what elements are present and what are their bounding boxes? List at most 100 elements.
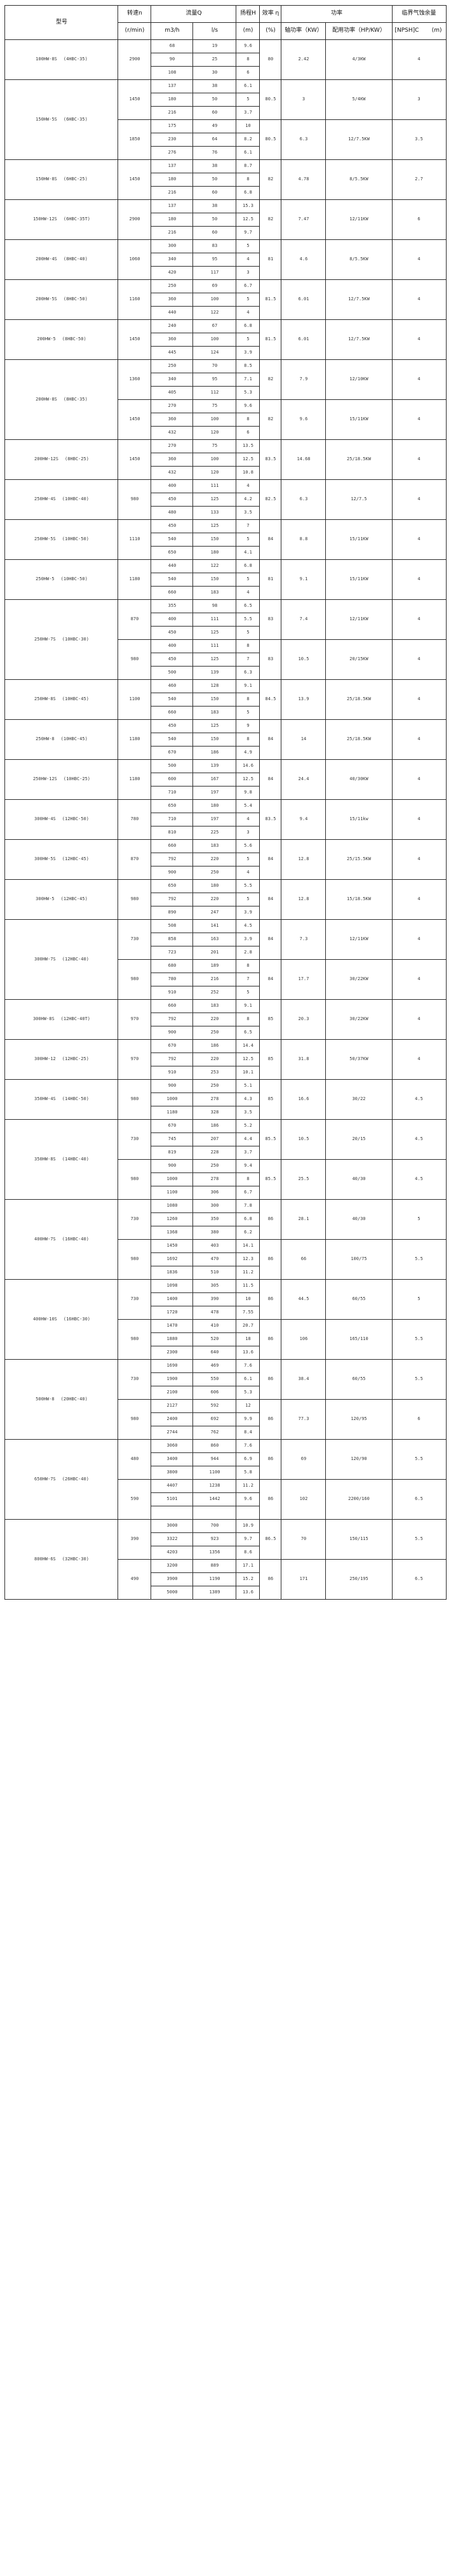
head-cell: 8.6 <box>236 1546 260 1560</box>
flow-m3h-cell: 3800 <box>151 1466 194 1480</box>
speed-cell: 970 <box>118 999 152 1040</box>
table-row: 900 250 4 <box>5 866 446 880</box>
table-row: 1836 510 11.2 <box>5 1266 446 1280</box>
shaft-power-cell: 12.8 <box>281 839 326 880</box>
flow-ls-cell: 50 <box>192 93 237 107</box>
flow-ls-cell: 100 <box>192 293 237 307</box>
table-row: 792 220 12.5 <box>5 1052 446 1066</box>
flow-m3h-cell: 460 <box>151 679 194 693</box>
npsh-cell: 4.5 <box>391 1119 447 1160</box>
flow-m3h-cell: 670 <box>151 1039 194 1053</box>
flow-ls-cell: 38 <box>192 79 237 93</box>
flow-m3h-cell: 2100 <box>151 1386 194 1400</box>
head-cell: 9.1 <box>236 679 260 693</box>
model-alt-code: (8HBC-35) <box>63 396 88 402</box>
head-cell: 5 <box>236 573 260 587</box>
head-cell: 5 <box>236 93 260 107</box>
head-cell: 12 <box>236 1399 260 1413</box>
model-alt-code: (10HBC-25) <box>63 776 91 782</box>
flow-m3h-cell: 400 <box>151 639 194 653</box>
head-cell: 8.7 <box>236 159 260 173</box>
shaft-power-cell: 6.3 <box>281 119 326 160</box>
motor-power-cell: 50/37KW <box>325 1039 393 1080</box>
motor-power-cell: 8/5.5KW <box>325 159 393 200</box>
table-row: 400HW-10S (16HBC-30) 730 1098 305 11.5 86 44.5 6… <box>4 1279 447 1360</box>
npsh-cell: 4 <box>391 479 447 520</box>
model-alt-code: (10HBC-50) <box>60 576 88 582</box>
shaft-power-cell: 24.4 <box>281 759 326 800</box>
flow-ls-cell: 403 <box>192 1239 237 1253</box>
header-power: 功率 <box>281 5 393 23</box>
flow-m3h-cell: 660 <box>151 586 194 600</box>
flow-m3h-cell: 710 <box>151 786 194 800</box>
head-cell: 12.5 <box>236 773 260 787</box>
head-cell: 9.6 <box>236 39 260 53</box>
flow-ls-cell: 183 <box>192 706 237 720</box>
flow-ls-cell: 133 <box>192 506 237 520</box>
table-row: 400 111 5.5 <box>5 613 446 627</box>
flow-m3h-cell: 1720 <box>151 1306 194 1320</box>
flow-m3h-cell: 440 <box>151 306 194 320</box>
flow-ls-cell: 889 <box>192 1559 237 1573</box>
efficiency-cell: 82.5 <box>259 479 282 520</box>
flow-ls-cell: 250 <box>192 1079 237 1093</box>
head-cell: 5 <box>236 293 260 307</box>
head-cell: 9.9 <box>236 1412 260 1426</box>
motor-power-cell: 40/30 <box>325 1159 393 1200</box>
speed-cell: 980 <box>118 1319 152 1360</box>
speed-cell: 1180 <box>118 719 152 760</box>
speed-cell: 1450 <box>118 79 152 120</box>
motor-power-cell: 5/4KW <box>325 79 393 120</box>
motor-power-cell: 12/10KW <box>325 359 393 400</box>
head-cell: 5 <box>236 239 260 253</box>
flow-ls-cell: 328 <box>192 1106 237 1120</box>
flow-m3h-cell: 3400 <box>151 1452 194 1466</box>
speed-cell: 980 <box>118 1159 152 1200</box>
flow-ls-cell: 95 <box>192 253 237 267</box>
flow-ls-cell: 125 <box>192 493 237 507</box>
speed-cell: 1100 <box>118 679 152 720</box>
efficiency-cell: 84 <box>259 759 282 800</box>
flow-ls-cell: 141 <box>192 919 237 933</box>
flow-m3h-cell: 230 <box>151 133 194 147</box>
head-cell: 15.3 <box>236 199 260 213</box>
head-cell: 4.3 <box>236 1092 260 1106</box>
model-code: 250HW-5 <box>36 576 55 582</box>
flow-m3h-cell: 745 <box>151 1132 194 1146</box>
flow-m3h-cell: 340 <box>151 253 194 267</box>
flow-m3h-cell: 355 <box>151 599 194 613</box>
flow-ls-cell: 70 <box>192 359 237 373</box>
speed-cell: 980 <box>118 1239 152 1280</box>
flow-ls-cell: 247 <box>192 906 237 920</box>
head-cell: 13.6 <box>236 1346 260 1360</box>
flow-m3h-cell: 1880 <box>151 1332 194 1346</box>
header-npsh-unit: [NPSH]C (m) <box>391 22 447 40</box>
model-code: 200HW-5S <box>36 296 57 302</box>
flow-m3h-cell: 3322 <box>151 1532 194 1546</box>
efficiency-cell: 85 <box>259 999 282 1040</box>
model-code: 250HW-8S <box>34 696 56 702</box>
efficiency-cell: 84 <box>259 919 282 960</box>
flow-ls-cell: 1238 <box>192 1479 237 1493</box>
efficiency-cell: 84 <box>259 959 282 1000</box>
flow-ls-cell: 167 <box>192 773 237 787</box>
model-cell: 250HW-8 (10HBC-45) <box>4 719 119 760</box>
speed-cell: 2900 <box>118 199 152 240</box>
flow-ls-cell: 60 <box>192 186 237 200</box>
header-speed: 转速n <box>118 5 152 23</box>
table-row: 300HW-5 (12HBC-45) 980 650 180 5.5 84 12.8 15/18… <box>4 879 447 920</box>
head-cell: 5 <box>236 533 260 547</box>
model-alt-code: (12HBC-45) <box>62 856 89 862</box>
flow-ls-cell: 1442 <box>192 1492 237 1506</box>
table-row: 1450 270 75 9.6 82 9.6 15/11KW 4 <box>5 399 447 440</box>
motor-power-cell: 20/15KW <box>325 639 393 680</box>
efficiency-cell: 80.5 <box>259 79 282 120</box>
flow-ls-cell: 183 <box>192 586 237 600</box>
model-alt-code: (12HBC-40T) <box>60 1016 91 1022</box>
motor-power-cell: 250/195 <box>325 1559 393 1600</box>
header-flow: 流量Q <box>151 5 237 23</box>
spec-sheet-page: 型号 转速n 流量Q 扬程H 效率 η 功率 临界气蚀余量 (r/min) m3… <box>4 5 447 1600</box>
head-cell: 2.8 <box>236 946 260 960</box>
flow-m3h-cell: 405 <box>151 386 194 400</box>
flow-ls-cell: 139 <box>192 666 237 680</box>
